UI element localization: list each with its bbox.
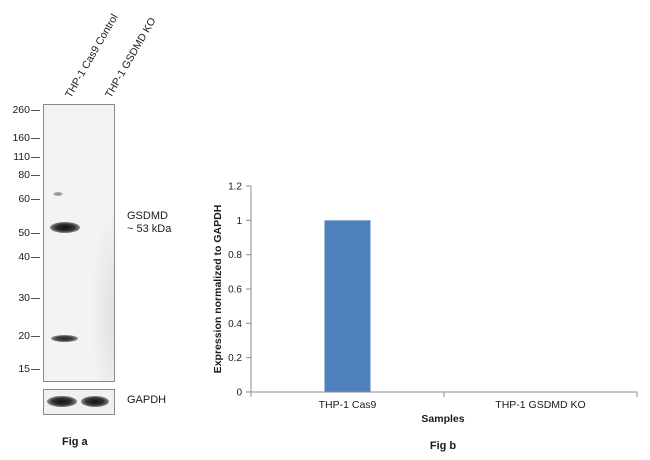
bar-thp-1-cas9 xyxy=(324,220,371,392)
membrane-background-smear xyxy=(90,205,114,381)
x-tick-label: THP-1 Cas9 xyxy=(319,399,377,411)
y-tick-label: 1.2 xyxy=(228,182,242,193)
y-tick-label: 0.2 xyxy=(228,353,242,364)
x-axis-title: Samples xyxy=(421,413,464,425)
figure-a-label: Fig a xyxy=(62,436,88,448)
marker-60: 60 xyxy=(18,193,30,205)
y-axis-title: Expression normalized to GAPDH xyxy=(212,205,224,374)
marker-110: 110 xyxy=(13,151,30,163)
marker-tick xyxy=(31,199,40,200)
gsdmd-band-label: GSDMD ~ 53 kDa xyxy=(127,210,172,235)
marker-tick xyxy=(31,369,40,370)
band-gapdh-cas9-control xyxy=(47,396,77,407)
band-low-mw-cas9-control xyxy=(51,335,78,342)
marker-40: 40 xyxy=(18,251,30,263)
faint-band-60kda xyxy=(53,192,63,196)
gapdh-blot xyxy=(43,389,115,415)
y-tick-label: 0.8 xyxy=(228,250,242,261)
marker-30: 30 xyxy=(18,292,30,304)
marker-15: 15 xyxy=(18,363,30,375)
marker-tick xyxy=(31,138,40,139)
marker-260: 260 xyxy=(12,104,30,116)
y-tick-label: 0 xyxy=(236,388,242,399)
marker-160: 160 xyxy=(12,132,30,144)
marker-tick xyxy=(31,233,40,234)
band-gapdh-gsdmd-ko xyxy=(81,396,109,407)
y-tick-label: 0.6 xyxy=(228,285,242,296)
marker-80: 80 xyxy=(18,169,30,181)
blot-membrane xyxy=(43,104,115,382)
marker-tick xyxy=(31,157,40,158)
x-tick-label: THP-1 GSDMD KO xyxy=(495,399,585,411)
band-gsdmd-cas9-control xyxy=(50,222,80,233)
gapdh-label: GAPDH xyxy=(127,394,167,406)
marker-50: 50 xyxy=(18,227,30,239)
marker-tick xyxy=(31,175,40,176)
marker-tick xyxy=(31,336,40,337)
figure-b-label: Fig b xyxy=(430,440,457,452)
y-tick-label: 1 xyxy=(236,216,242,227)
marker-20: 20 xyxy=(18,330,30,342)
marker-tick xyxy=(31,257,40,258)
marker-tick xyxy=(31,298,40,299)
y-tick-label: 0.4 xyxy=(228,319,242,330)
marker-tick xyxy=(31,110,40,111)
